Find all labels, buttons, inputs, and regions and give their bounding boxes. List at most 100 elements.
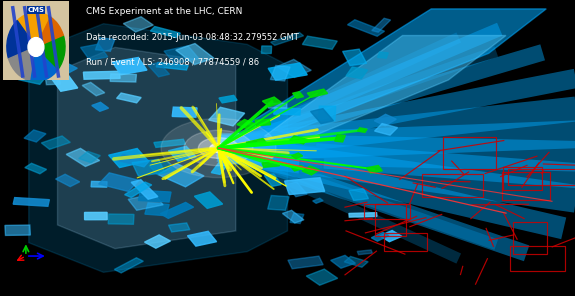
Circle shape <box>198 138 239 158</box>
Bar <box>271 33 304 45</box>
Wedge shape <box>36 17 63 47</box>
Polygon shape <box>58 47 236 249</box>
Bar <box>290 213 304 223</box>
Bar <box>422 174 483 197</box>
Bar <box>380 231 402 242</box>
Wedge shape <box>31 47 58 81</box>
Bar <box>114 258 143 273</box>
Bar <box>112 57 147 75</box>
Bar <box>85 212 107 220</box>
Bar <box>372 18 390 32</box>
Bar <box>510 245 565 271</box>
Bar <box>349 189 369 200</box>
Circle shape <box>210 144 227 152</box>
Bar <box>367 165 382 173</box>
Bar <box>194 192 223 208</box>
Bar <box>378 52 388 58</box>
Circle shape <box>28 38 44 57</box>
Bar <box>83 71 120 79</box>
Bar <box>158 164 204 187</box>
Bar <box>277 59 311 78</box>
Bar <box>319 106 336 121</box>
Text: CMS: CMS <box>28 7 44 13</box>
Bar <box>154 139 185 147</box>
Bar <box>513 222 547 254</box>
Bar <box>347 20 385 36</box>
Bar <box>306 269 338 285</box>
Bar <box>108 214 134 224</box>
Bar <box>132 159 165 176</box>
Bar <box>44 70 60 85</box>
Bar <box>285 178 325 194</box>
Bar <box>375 204 406 237</box>
Bar <box>371 232 389 241</box>
Bar <box>292 153 302 159</box>
Bar <box>41 136 70 149</box>
Bar <box>313 198 323 203</box>
Bar <box>99 173 139 192</box>
Circle shape <box>184 130 253 166</box>
Bar <box>346 67 367 79</box>
Bar <box>18 69 48 84</box>
Bar <box>17 51 45 66</box>
Bar <box>66 148 99 166</box>
Bar <box>343 49 367 66</box>
Bar <box>164 46 199 64</box>
Text: Run / Event / LS: 246908 / 77874559 / 86: Run / Event / LS: 246908 / 77874559 / 86 <box>86 58 259 67</box>
Bar <box>91 181 107 187</box>
Wedge shape <box>9 47 36 81</box>
Bar <box>24 130 46 142</box>
Wedge shape <box>7 20 36 59</box>
Bar <box>237 120 256 129</box>
Bar <box>349 213 377 217</box>
Bar <box>270 65 290 81</box>
Bar <box>13 197 49 206</box>
Wedge shape <box>17 12 51 47</box>
Circle shape <box>161 118 276 178</box>
Bar <box>172 107 197 117</box>
Bar <box>374 114 396 126</box>
Bar <box>48 61 77 76</box>
Bar <box>187 231 217 246</box>
Bar <box>269 103 287 108</box>
Bar <box>95 38 115 51</box>
Bar <box>92 102 109 111</box>
Bar <box>128 194 163 210</box>
Bar <box>331 255 355 268</box>
Bar <box>131 180 158 199</box>
Bar <box>358 128 367 132</box>
Bar <box>168 223 190 232</box>
Bar <box>508 169 575 185</box>
Bar <box>302 36 338 49</box>
Bar <box>144 235 170 248</box>
Bar <box>148 62 170 77</box>
Bar <box>109 149 148 168</box>
Bar <box>503 167 542 190</box>
Bar <box>292 165 304 171</box>
Bar <box>5 225 30 235</box>
Bar <box>310 109 333 124</box>
Bar <box>209 107 245 126</box>
Bar <box>117 93 141 103</box>
Polygon shape <box>29 24 288 272</box>
Bar <box>82 82 105 96</box>
Polygon shape <box>264 36 506 142</box>
Bar <box>117 155 150 167</box>
Bar <box>12 22 39 32</box>
Bar <box>255 119 271 126</box>
Bar <box>110 74 136 82</box>
Bar <box>302 166 319 175</box>
Bar <box>246 139 266 146</box>
Text: Data recorded: 2015-Jun-03 08:48:32.279552 GMT: Data recorded: 2015-Jun-03 08:48:32.2795… <box>86 33 299 41</box>
Bar <box>293 92 304 98</box>
Bar <box>264 174 281 186</box>
Bar <box>268 195 289 210</box>
Bar <box>374 123 397 135</box>
Bar <box>150 26 181 38</box>
Bar <box>139 190 171 202</box>
Bar <box>501 172 550 200</box>
Bar <box>149 161 176 175</box>
Wedge shape <box>36 35 65 69</box>
Bar <box>296 136 318 145</box>
Bar <box>123 17 154 32</box>
